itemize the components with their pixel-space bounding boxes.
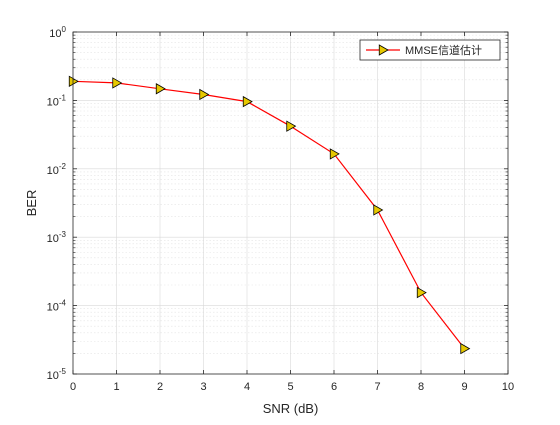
x-tick-label: 4 (244, 381, 250, 393)
x-tick-label: 8 (418, 381, 424, 393)
x-axis-ticks: 0 1 2 3 4 5 6 7 8 9 10 (70, 32, 514, 393)
legend-label: MMSE信道估计 (405, 43, 482, 57)
x-tick-label: 2 (157, 381, 163, 393)
data-point-marker (460, 342, 471, 355)
legend-marker-sample (378, 44, 389, 56)
legend-box (359, 39, 501, 61)
data-point-marker (416, 286, 427, 299)
major-grid (73, 32, 508, 374)
x-tick-label: 6 (331, 381, 337, 393)
y-tick-label: 10-3 (47, 230, 67, 245)
data-point-marker (373, 204, 384, 216)
data-point-marker (112, 77, 123, 89)
series-layer (68, 75, 471, 355)
x-tick-label: 3 (200, 381, 206, 393)
y-axis-label: BER (24, 190, 39, 217)
legend: MMSE信道估计 (359, 39, 501, 61)
series-line (72, 80, 465, 349)
x-tick-label: 1 (113, 381, 119, 393)
data-point-marker (68, 75, 79, 88)
y-tick-label: 10-2 (47, 162, 67, 177)
x-tick-label: 7 (374, 381, 380, 393)
y-tick-label: 10-1 (47, 93, 67, 108)
data-point-marker (286, 120, 297, 132)
data-point-marker (242, 95, 253, 108)
y-axis-ticks: 10-5 10-4 10-3 10-2 10-1 100 (47, 25, 508, 382)
x-tick-label: 9 (461, 381, 467, 393)
x-tick-label: 0 (70, 381, 76, 393)
y-tick-label: 10-4 (47, 299, 67, 314)
data-point-marker (155, 83, 166, 95)
data-point-marker (329, 148, 340, 160)
x-axis-label: SNR (dB) (263, 401, 319, 416)
y-tick-label: 100 (49, 25, 66, 40)
data-point-marker (199, 88, 210, 101)
y-tick-label: 10-5 (47, 367, 67, 382)
x-tick-label: 5 (287, 381, 293, 393)
x-tick-label: 10 (502, 381, 514, 393)
